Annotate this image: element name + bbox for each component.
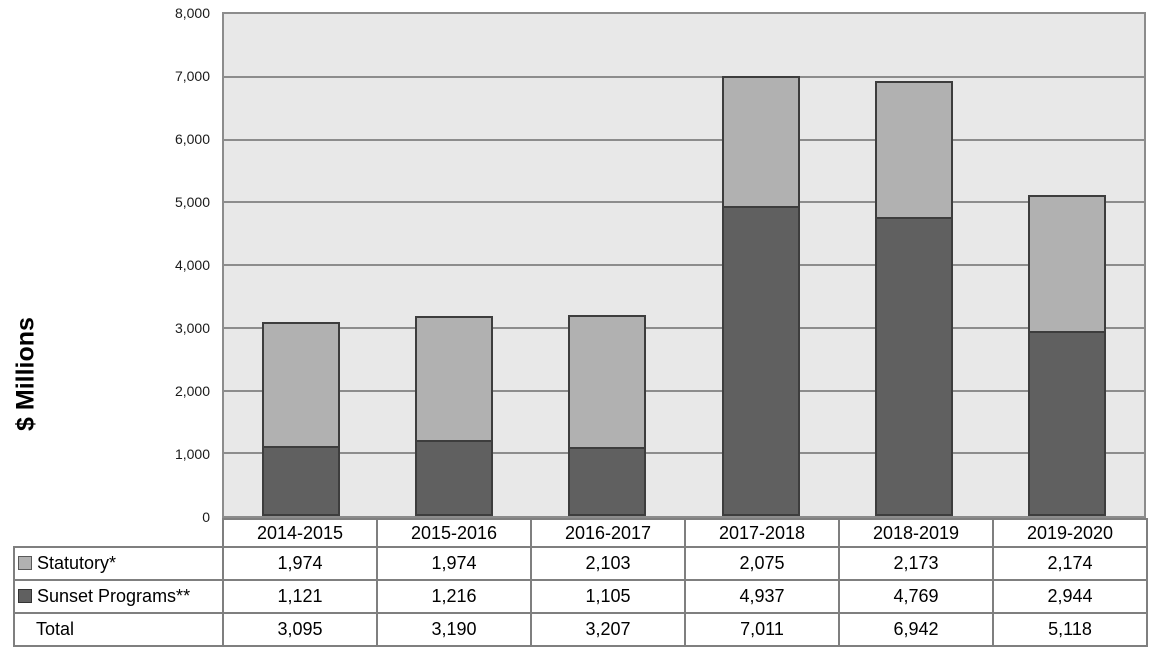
table-header-row: 2014-2015 2015-2016 2016-2017 2017-2018 2018… xyxy=(14,518,1148,548)
gridline xyxy=(224,201,1144,203)
x-axis-category-label: 2016-2017 xyxy=(530,518,686,548)
table-value-cell: 3,190 xyxy=(376,612,532,647)
table-value-cell: 5,118 xyxy=(992,612,1148,647)
bar-segment-sunset-programs xyxy=(262,446,340,516)
bar-segment-statutory xyxy=(722,76,800,208)
bar-segment-statutory xyxy=(262,322,340,448)
bar-segment-sunset-programs xyxy=(568,447,646,516)
table-value-cell: 2,103 xyxy=(530,546,686,581)
table-value-cell: 3,095 xyxy=(222,612,378,647)
gridline xyxy=(224,76,1144,78)
bar-segment-sunset-programs xyxy=(1028,331,1106,516)
table-value-cell: 4,937 xyxy=(684,579,840,614)
table-value-cell: 7,011 xyxy=(684,612,840,647)
y-tick-label: 6,000 xyxy=(174,131,210,147)
x-axis-category-label: 2018-2019 xyxy=(838,518,994,548)
table-value-cell: 6,942 xyxy=(838,612,994,647)
series-label: Statutory* xyxy=(37,553,117,573)
table-value-cell: 2,944 xyxy=(992,579,1148,614)
table-value-cell: 1,105 xyxy=(530,579,686,614)
bar-segment-sunset-programs xyxy=(415,440,493,516)
table-header-spacer xyxy=(14,519,223,547)
series-label: Total xyxy=(36,619,75,639)
bar-segment-sunset-programs xyxy=(722,206,800,516)
y-tick-label: 5,000 xyxy=(174,194,210,210)
y-tick-label: 8,000 xyxy=(174,5,210,21)
gridline xyxy=(224,264,1144,266)
series-label-cell: Total xyxy=(13,612,224,647)
x-axis-category-label: 2019-2020 xyxy=(992,518,1148,548)
x-axis-category-label: 2014-2015 xyxy=(222,518,378,548)
bar-segment-statutory xyxy=(415,316,493,442)
legend-swatch-icon xyxy=(18,556,32,570)
series-label: Sunset Programs** xyxy=(37,586,191,606)
series-label-cell: Statutory* xyxy=(13,546,224,581)
table-value-cell: 2,173 xyxy=(838,546,994,581)
table-value-cell: 1,974 xyxy=(376,546,532,581)
series-label-cell: Sunset Programs** xyxy=(13,579,224,614)
x-axis-category-label: 2015-2016 xyxy=(376,518,532,548)
y-tick-label: 7,000 xyxy=(174,68,210,84)
y-tick-label: 1,000 xyxy=(174,446,210,462)
bar-segment-statutory xyxy=(875,81,953,219)
table-value-cell: 3,207 xyxy=(530,612,686,647)
data-table: 2014-2015 2015-2016 2016-2017 2017-2018 2018… xyxy=(13,518,1148,647)
gridline xyxy=(224,452,1144,454)
legend-swatch-icon xyxy=(18,589,32,603)
table-value-cell: 2,075 xyxy=(684,546,840,581)
x-axis-category-label: 2017-2018 xyxy=(684,518,840,548)
gridline xyxy=(224,139,1144,141)
gridline xyxy=(224,390,1144,392)
bar-segment-statutory xyxy=(568,315,646,449)
y-tick-label: 0 xyxy=(202,509,210,525)
table-row-statutory: Statutory* 1,974 1,974 2,103 2,075 2,173 2,174 xyxy=(13,546,1148,581)
gridline xyxy=(224,327,1144,329)
table-value-cell: 1,121 xyxy=(222,579,378,614)
y-axis-title: $ Millions xyxy=(11,317,40,431)
bar-segment-sunset-programs xyxy=(875,217,953,516)
table-value-cell: 2,174 xyxy=(992,546,1148,581)
table-value-cell: 4,769 xyxy=(838,579,994,614)
table-value-cell: 1,216 xyxy=(376,579,532,614)
bar-segment-statutory xyxy=(1028,195,1106,333)
table-value-cell: 1,974 xyxy=(222,546,378,581)
y-tick-label: 2,000 xyxy=(174,383,210,399)
y-tick-label: 4,000 xyxy=(174,257,210,273)
table-row-total: Total 3,095 3,190 3,207 7,011 6,942 5,118 xyxy=(13,612,1148,647)
y-tick-label: 3,000 xyxy=(174,320,210,336)
plot-area xyxy=(222,12,1146,518)
table-row-sunset-programs: Sunset Programs** 1,121 1,216 1,105 4,937 4,7… xyxy=(13,579,1148,614)
